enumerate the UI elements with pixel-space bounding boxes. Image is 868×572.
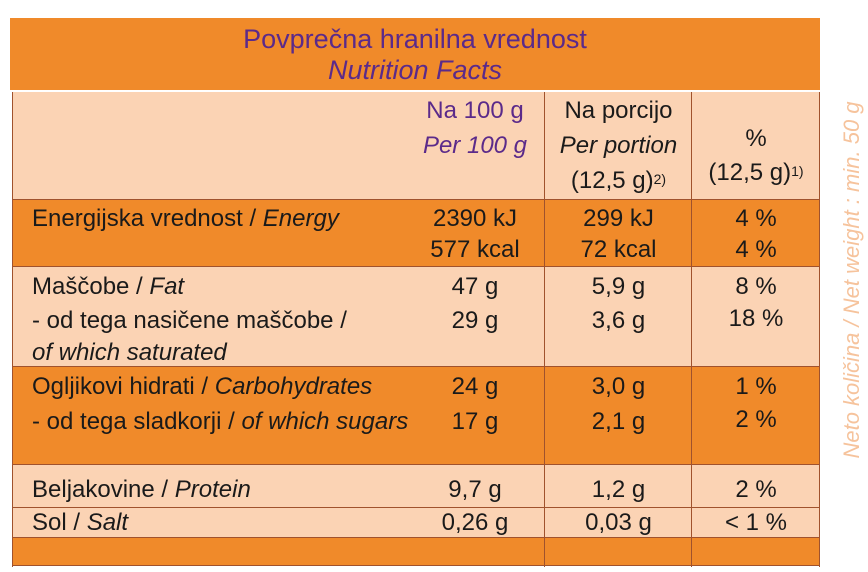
divider [12, 537, 820, 538]
divider [12, 266, 820, 267]
sugars-per100: 17 g [451, 408, 499, 435]
column-divider [544, 92, 545, 567]
energy-pct-kcal: 4 % [735, 236, 777, 263]
energy-pct-kj: 4 % [735, 205, 777, 232]
fat-label: Maščobe / Fat [32, 273, 185, 300]
left-border [12, 92, 13, 567]
header-portion-en: Per portion [559, 132, 678, 159]
fat-band [12, 266, 820, 366]
energy-portion-kcal: 72 kcal [580, 236, 657, 263]
divider [12, 366, 820, 367]
carbs-portion: 3,0 g [591, 373, 646, 400]
header-band [12, 92, 820, 199]
sugars-portion: 2,1 g [591, 408, 646, 435]
carbs-pct: 1 % [735, 373, 777, 400]
header-percent-size: (12,5 g)1) [708, 159, 804, 186]
protein-portion: 1,2 g [591, 476, 646, 503]
fat-pct: 8 % [735, 273, 777, 300]
title-banner: Povprečna hranilna vrednost Nutrition Fa… [10, 18, 820, 90]
saturated-label-en: of which saturated [32, 339, 227, 366]
protein-pct: 2 % [735, 476, 777, 503]
fat-per100: 47 g [451, 273, 499, 300]
footnote-1: 1) [791, 163, 804, 179]
protein-label: Beljakovine / Protein [32, 476, 251, 503]
saturated-label-sl: - od tega nasičene maščobe / [32, 307, 347, 334]
footnote-2: 2) [653, 171, 667, 187]
right-border [819, 92, 820, 567]
header-portion-sl: Na porcijo [564, 97, 673, 124]
energy-per100-kcal: 577 kcal [430, 236, 520, 263]
salt-portion: 0,03 g [585, 509, 652, 536]
bottom-border [12, 565, 820, 566]
title-english: Nutrition Facts [327, 55, 503, 85]
header-percent: % [745, 125, 767, 152]
divider [12, 507, 820, 508]
sugars-label: - od tega sladkorji / of which sugars [32, 408, 409, 435]
fat-portion: 5,9 g [591, 273, 646, 300]
protein-band [12, 507, 820, 537]
saturated-pct: 18 % [728, 305, 784, 332]
carbs-label: Ogljikovi hidrati / Carbohydrates [32, 373, 373, 400]
divider [12, 464, 820, 465]
energy-label: Energijska vrednost / Energy [32, 205, 339, 232]
column-divider [691, 92, 692, 567]
salt-label: Sol / Salt [32, 509, 129, 536]
divider [12, 199, 820, 200]
salt-per100: 0,26 g [441, 509, 509, 536]
header-portion-size: (12,5 g)2) [570, 167, 667, 194]
energy-band [12, 199, 820, 266]
header-per100-en: Per 100 g [422, 132, 528, 159]
net-weight-text: Neto količina / Net weight : min. 50 g [839, 101, 864, 459]
energy-portion-kj: 299 kJ [583, 205, 654, 232]
carbs-band [12, 366, 820, 464]
title-slovenian: Povprečna hranilna vrednost [243, 24, 587, 54]
sugars-pct: 2 % [735, 406, 777, 433]
spacer-band [12, 464, 820, 507]
saturated-per100: 29 g [451, 307, 499, 334]
salt-band [12, 537, 820, 565]
saturated-portion: 3,6 g [591, 307, 646, 334]
energy-per100-kj: 2390 kJ [432, 205, 518, 232]
protein-per100: 9,7 g [448, 476, 502, 503]
salt-pct: < 1 % [724, 509, 788, 536]
carbs-per100: 24 g [451, 373, 499, 400]
header-per100-sl: Na 100 g [426, 97, 524, 124]
